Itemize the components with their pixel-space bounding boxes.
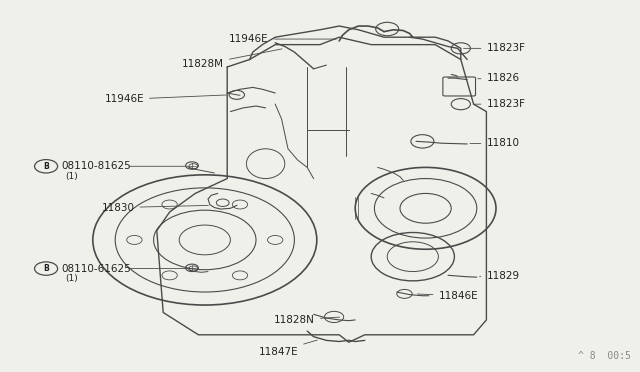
- Text: 11826: 11826: [477, 73, 520, 83]
- Text: 11823F: 11823F: [473, 99, 525, 109]
- Text: (1): (1): [65, 172, 78, 181]
- Text: B: B: [44, 162, 49, 171]
- Text: 11946E: 11946E: [229, 34, 337, 44]
- Text: 11830: 11830: [101, 203, 209, 212]
- Text: 11846E: 11846E: [417, 291, 478, 301]
- Text: 08110-61625: 08110-61625: [61, 264, 131, 273]
- Circle shape: [35, 262, 58, 275]
- Text: 11810: 11810: [470, 138, 520, 148]
- Text: 08110-81625: 08110-81625: [61, 161, 131, 171]
- Text: 11946E: 11946E: [104, 94, 227, 104]
- Text: 11828M: 11828M: [182, 49, 282, 69]
- Text: (1): (1): [65, 275, 78, 283]
- Text: ^ 8  00:5: ^ 8 00:5: [577, 351, 630, 361]
- Text: 11828N: 11828N: [274, 315, 340, 325]
- Text: 11829: 11829: [479, 271, 520, 281]
- Text: 11823F: 11823F: [463, 44, 525, 53]
- Text: B: B: [44, 264, 49, 273]
- Text: 11847E: 11847E: [259, 340, 317, 356]
- Circle shape: [35, 160, 58, 173]
